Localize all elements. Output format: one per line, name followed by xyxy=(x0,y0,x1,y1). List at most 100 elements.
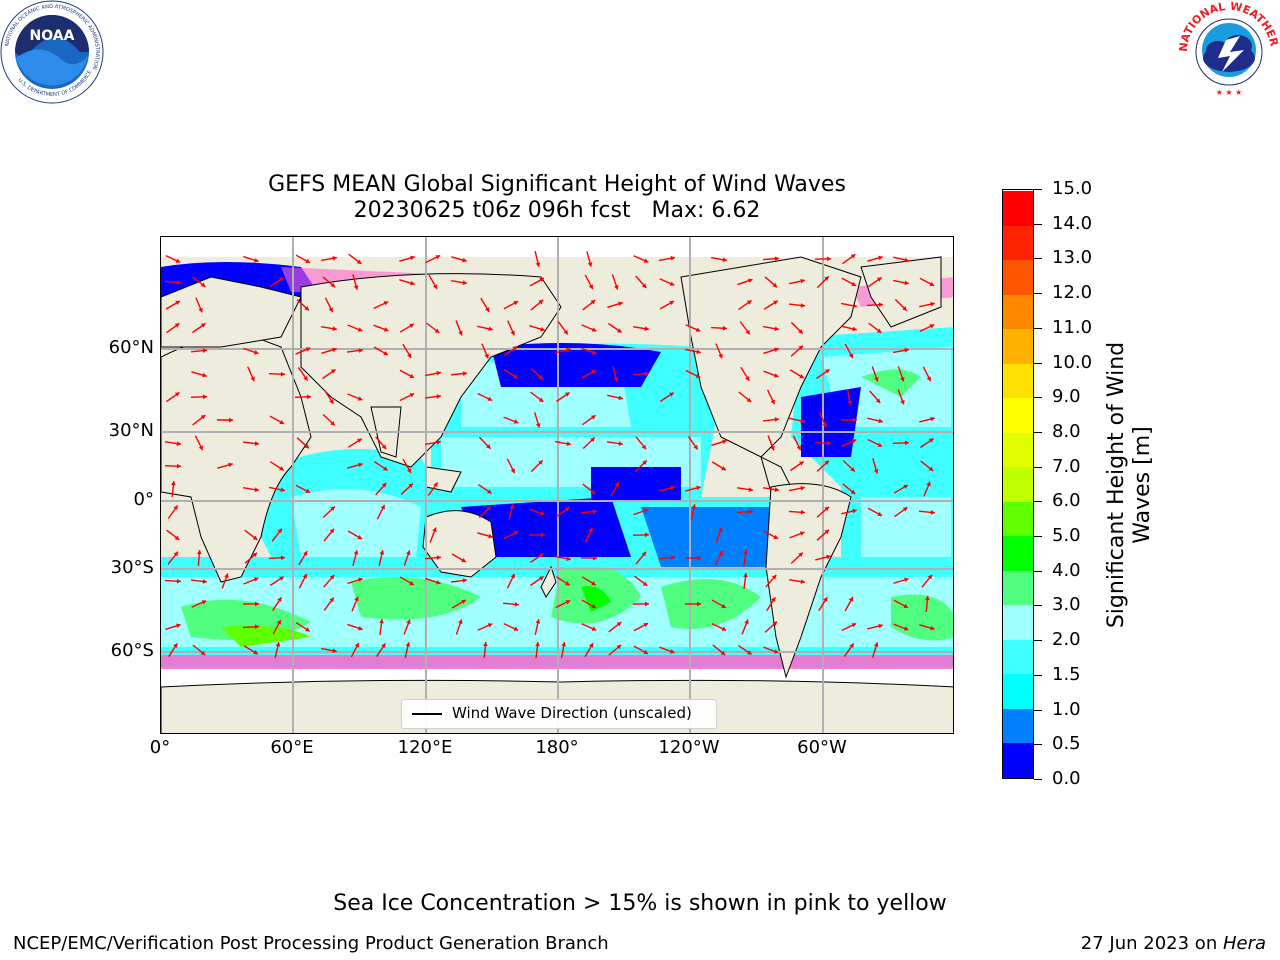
wave-direction-arrowhead xyxy=(773,534,779,539)
wave-direction-arrowhead xyxy=(458,619,463,624)
wave-direction-arrowhead xyxy=(616,644,622,650)
colorbar-tick-label: 2.0 xyxy=(1052,629,1081,651)
ytick-60s: 60°S xyxy=(110,640,154,661)
wave-direction-arrowhead xyxy=(462,371,467,377)
wave-direction-arrowhead xyxy=(773,649,779,654)
wave-direction-arrowhead xyxy=(409,323,414,329)
wave-direction-arrowhead xyxy=(822,422,827,428)
colorbar-tickmark xyxy=(1034,327,1042,329)
wave-direction-arrowhead xyxy=(774,256,779,262)
wave-direction-arrowhead xyxy=(743,550,748,555)
wave-direction-arrowhead xyxy=(592,555,597,561)
wave-direction-arrowhead xyxy=(695,327,701,332)
colorbar-segment xyxy=(1003,190,1033,226)
wave-direction-arrowhead xyxy=(877,511,883,517)
wave-direction-arrowhead xyxy=(693,444,698,450)
wave-direction-arrowhead xyxy=(302,573,307,579)
wave-direction-arrowhead xyxy=(721,466,726,471)
ytick-60n: 60°N xyxy=(108,337,154,358)
wave-direction-arrowhead xyxy=(591,626,597,631)
wave-direction-arrowhead xyxy=(461,557,466,563)
wave-direction-arrowhead xyxy=(329,528,335,534)
wave-direction-arrowhead xyxy=(539,277,544,283)
colorbar-tick-label: 9.0 xyxy=(1052,386,1081,408)
wave-direction-arrowhead xyxy=(176,279,181,285)
chart-title-line1: GEFS MEAN Global Significant Height of W… xyxy=(268,172,846,197)
wave-direction-arrowhead xyxy=(926,481,931,487)
wave-direction-arrowhead xyxy=(174,323,180,328)
wave-direction-arrowhead xyxy=(510,573,515,579)
colorbar-tickmark xyxy=(1034,362,1042,364)
wave-direction-arrowhead xyxy=(774,326,779,332)
wave-direction-arrowhead xyxy=(877,442,883,447)
colorbar-segment xyxy=(1003,604,1033,640)
wave-direction-arrowhead xyxy=(306,394,311,400)
wave-direction-arrowhead xyxy=(614,482,620,487)
wave-direction-arrowhead xyxy=(484,353,489,359)
wave-direction-arrowhead xyxy=(878,623,883,629)
wave-direction-arrowhead xyxy=(254,601,259,607)
wave-direction-arrowhead xyxy=(745,329,750,335)
wave-direction-arrowhead xyxy=(904,440,909,446)
wave-direction-arrowhead xyxy=(823,597,828,602)
wave-direction-arrowhead xyxy=(613,377,619,382)
wave-direction-arrowhead xyxy=(303,551,308,556)
colorbar-segment xyxy=(1003,535,1033,571)
wave-direction-arrowhead xyxy=(252,552,258,558)
chart-title: GEFS MEAN Global Significant Height of W… xyxy=(160,172,954,224)
wave-direction-arrowhead xyxy=(173,643,178,648)
wave-direction-arrowhead xyxy=(176,623,181,629)
wave-direction-arrowhead xyxy=(382,466,388,471)
wave-direction-arrowhead xyxy=(200,415,206,420)
wave-direction-arrowhead xyxy=(538,397,544,402)
wave-direction-arrowhead xyxy=(332,326,337,332)
colorbar-tickmark xyxy=(1034,709,1042,711)
wave-direction-arrowhead xyxy=(250,376,255,382)
wave-direction-arrowhead xyxy=(774,487,779,492)
map-canvas xyxy=(161,237,953,733)
colorbar-tick-label: 3.0 xyxy=(1052,594,1081,616)
wave-direction-arrowhead xyxy=(202,579,207,584)
wave-direction-arrowhead xyxy=(928,438,934,443)
wave-direction-arrowhead xyxy=(565,581,570,586)
colorbar-tickmark xyxy=(1034,640,1042,642)
wave-direction-arrowhead xyxy=(850,466,855,472)
wave-direction-arrowhead xyxy=(482,642,488,647)
wave-direction-arrowhead xyxy=(748,509,753,515)
colorbar-segment xyxy=(1003,328,1033,364)
wave-direction-arrowhead xyxy=(873,642,879,647)
wave-direction-arrowhead xyxy=(462,257,467,263)
wave-direction-arrowhead xyxy=(509,504,515,509)
wave-direction-arrowhead xyxy=(356,259,362,264)
wave-direction-arrowhead xyxy=(253,577,259,582)
legend-line-swatch xyxy=(412,713,442,715)
wave-direction-arrowhead xyxy=(798,552,803,558)
wave-direction-arrowhead xyxy=(406,619,411,625)
wave-direction-arrowhead xyxy=(904,347,909,353)
wave-direction-arrowhead xyxy=(279,419,284,425)
wave-direction-arrowhead xyxy=(332,255,337,261)
wave-direction-arrowhead xyxy=(876,277,882,282)
wave-direction-arrowhead xyxy=(380,504,385,510)
wave-direction-arrowhead xyxy=(800,303,805,308)
wave-direction-arrowhead xyxy=(436,370,441,376)
wave-direction-arrowhead xyxy=(379,550,385,555)
wave-direction-arrowhead xyxy=(330,369,336,374)
wave-direction-arrowhead xyxy=(564,392,570,397)
wave-direction-arrowhead xyxy=(722,439,727,445)
wave-direction-arrowhead xyxy=(588,643,594,648)
wave-direction-arrowhead xyxy=(824,506,830,512)
xtick-60e: 60°E xyxy=(270,737,314,758)
colorbar-tickmark xyxy=(1034,501,1042,503)
wave-direction-arrowhead xyxy=(277,597,282,602)
wave-direction-arrowhead xyxy=(746,650,752,655)
wave-direction-arrowhead xyxy=(900,399,905,405)
wave-direction-arrowhead xyxy=(433,482,438,488)
wave-direction-arrowhead xyxy=(357,396,363,401)
wave-direction-arrowhead xyxy=(875,398,881,404)
wave-direction-arrowhead xyxy=(358,348,363,353)
wave-direction-arrowhead xyxy=(745,376,750,381)
wave-direction-arrowhead xyxy=(254,257,259,263)
noaa-logo-text: NOAA xyxy=(30,28,75,44)
wave-direction-arrowhead xyxy=(722,325,727,331)
